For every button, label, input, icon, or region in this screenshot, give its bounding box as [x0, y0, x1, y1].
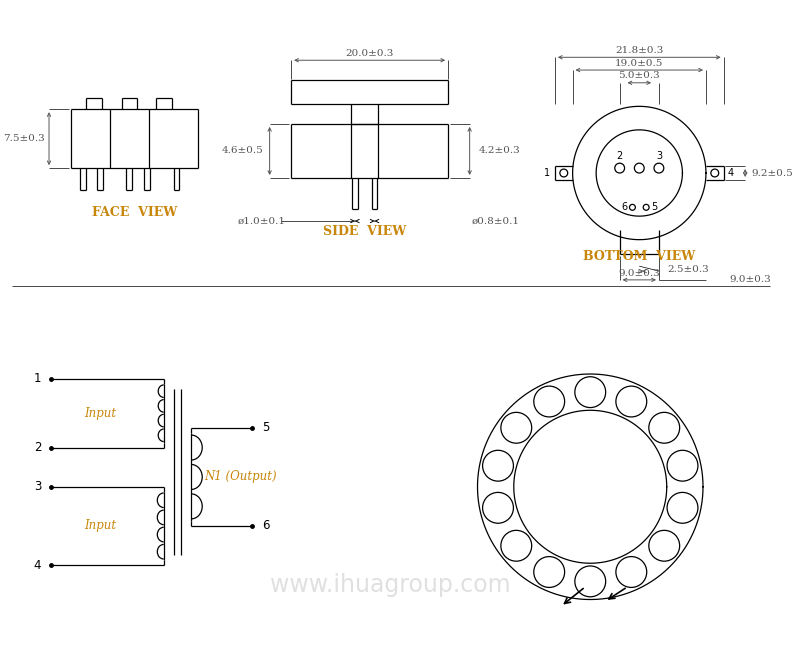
Text: 4: 4	[727, 168, 734, 178]
Text: 4: 4	[33, 559, 41, 572]
Text: 9.0±0.3: 9.0±0.3	[619, 268, 660, 277]
Text: www.ihuagroup.com: www.ihuagroup.com	[270, 573, 511, 597]
Text: Input: Input	[84, 407, 116, 420]
Text: 5.0±0.3: 5.0±0.3	[619, 71, 660, 80]
Text: 3: 3	[656, 152, 662, 161]
Text: 6: 6	[622, 202, 627, 213]
Text: 7.5±0.3: 7.5±0.3	[2, 134, 44, 143]
Text: 1: 1	[33, 373, 41, 386]
Text: FACE  VIEW: FACE VIEW	[92, 205, 177, 219]
Text: 2: 2	[616, 152, 623, 161]
Text: 9.0±0.3: 9.0±0.3	[730, 275, 771, 284]
Text: 3: 3	[34, 480, 41, 493]
Text: 9.2±0.5: 9.2±0.5	[752, 168, 793, 178]
Text: 21.8±0.3: 21.8±0.3	[615, 46, 664, 55]
Text: 2.5±0.3: 2.5±0.3	[668, 264, 709, 273]
Text: ø1.0±0.1: ø1.0±0.1	[238, 216, 285, 226]
Text: ø0.8±0.1: ø0.8±0.1	[471, 216, 519, 226]
Text: SIDE  VIEW: SIDE VIEW	[323, 226, 406, 238]
Text: 4.2±0.3: 4.2±0.3	[478, 146, 520, 156]
Text: 20.0±0.3: 20.0±0.3	[346, 49, 394, 58]
Text: Input: Input	[84, 520, 116, 533]
Text: 5: 5	[262, 421, 269, 434]
Text: N1 (Output): N1 (Output)	[204, 470, 277, 483]
Text: 19.0±0.5: 19.0±0.5	[615, 59, 664, 67]
Text: 6: 6	[262, 520, 270, 533]
Text: 1: 1	[544, 168, 550, 178]
Text: 4.6±0.5: 4.6±0.5	[221, 146, 263, 156]
Text: 5: 5	[651, 202, 657, 213]
Text: 2: 2	[33, 441, 41, 454]
Text: BOTTOM  VIEW: BOTTOM VIEW	[583, 250, 695, 263]
